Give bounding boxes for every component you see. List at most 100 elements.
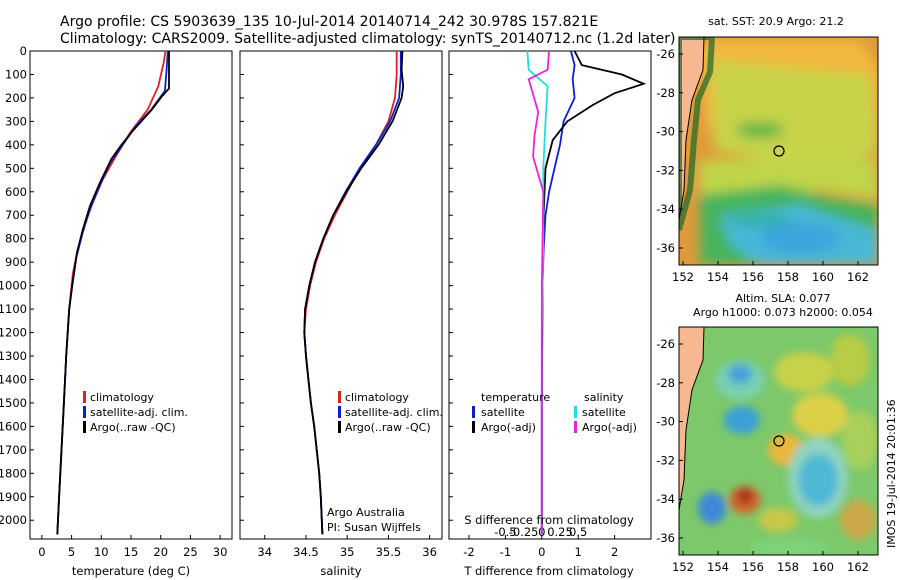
sla-map-title-2: Argo h1000: 0.073 h2000: 0.054 <box>693 306 873 319</box>
legend-swatch-satellite <box>83 406 86 418</box>
depth-tick-label: 800 <box>5 232 27 246</box>
x-tick-label: 34 <box>257 545 272 559</box>
title-line-2: Climatology: CARS2009. Satellite-adjuste… <box>60 31 675 47</box>
legend-swatch-climatology <box>338 391 341 403</box>
legend-swatch-climatology <box>83 391 86 403</box>
difference-lines <box>526 50 647 535</box>
depth-tick-label: 0 <box>20 44 27 58</box>
x-tick-label: 10 <box>94 545 109 559</box>
temperature-lines <box>56 50 170 535</box>
sst-map-image <box>679 37 878 265</box>
series-line-t-satellite <box>540 50 576 535</box>
difference-xlabel-top: S difference from climatology <box>464 513 634 527</box>
legend-label-t-argo: Argo(-adj) <box>481 421 536 434</box>
series-line-argo-raw-qc <box>303 50 405 535</box>
x-tick-label: -1 <box>500 545 511 559</box>
x-tick-label: 2 <box>611 545 618 559</box>
x-tick-label: 5 <box>68 545 75 559</box>
lat-tick-label: -26 <box>656 337 675 351</box>
legend-swatch-t-argo <box>472 421 475 433</box>
legend-label-satellite: satellite-adj. clim. <box>90 406 188 419</box>
sla-map-image <box>679 327 878 555</box>
temperature-legend: climatology satellite-adj. clim. Argo(..… <box>83 391 188 434</box>
lat-tick-label: -32 <box>656 453 675 467</box>
sst-map-frame <box>678 36 879 266</box>
lat-tick-label: -36 <box>656 241 675 255</box>
s-tick-label: -0.5 <box>494 525 516 539</box>
depth-tick-label: 1900 <box>0 490 27 504</box>
difference-legend: temperature salinity satellite Argo(-adj… <box>472 391 637 434</box>
legend-swatch-s-argo <box>574 421 577 433</box>
depth-tick-label: 100 <box>5 67 27 81</box>
lon-tick-label: 152 <box>672 560 694 574</box>
title-line-1: Argo profile: CS 5903639_135 10-Jul-2014… <box>60 14 598 30</box>
sst-map-ticks: -26 -28 -30 -32 -34 -36 152 154 156 158 160 162 <box>656 47 869 284</box>
legend-label-t-satellite: satellite <box>481 406 525 419</box>
depth-tick-label: 1200 <box>0 326 27 340</box>
lat-tick-label: -36 <box>656 531 675 545</box>
legend-label-argo: Argo(..raw -QC) <box>90 421 176 434</box>
x-tick-label: 25 <box>183 545 198 559</box>
annotation-pi: PI: Susan Wijffels <box>327 521 421 534</box>
depth-tick-label: 1000 <box>0 279 27 293</box>
series-line-climatology <box>56 50 167 535</box>
legend-swatch-argo <box>338 421 341 433</box>
depth-tick-label: 1500 <box>0 396 27 410</box>
x-tick-label: 1 <box>575 545 582 559</box>
x-tick-label: 34.5 <box>293 545 319 559</box>
legend-swatch-satellite <box>338 406 341 418</box>
series-line-argo-raw-qc <box>56 51 170 535</box>
salinity-lines <box>303 50 405 535</box>
lon-tick-label: 162 <box>847 270 869 284</box>
legend-label-climatology: climatology <box>345 391 409 404</box>
salinity-panel-frame <box>239 50 443 540</box>
depth-tick-label: 300 <box>5 114 27 128</box>
difference-panel-frame <box>448 50 652 540</box>
series-line-t-argo-adj <box>540 50 647 535</box>
depth-tick-label: 1400 <box>0 372 27 386</box>
annotation-argo-australia: Argo Australia <box>327 506 405 519</box>
lon-tick-label: 152 <box>672 270 694 284</box>
temperature-xlabel: temperature (deg C) <box>72 564 190 578</box>
sla-map-frame <box>678 326 879 556</box>
lon-tick-label: 160 <box>812 560 834 574</box>
x-tick-label: 15 <box>124 545 139 559</box>
lon-tick-label: 158 <box>777 270 799 284</box>
lat-tick-label: -34 <box>656 202 675 216</box>
legend-label-s-satellite: satellite <box>582 406 626 419</box>
difference-xlabel: T difference from climatology <box>463 564 634 578</box>
depth-tick-label: 600 <box>5 185 27 199</box>
x-tick-label: 35 <box>340 545 355 559</box>
lat-tick-label: -28 <box>656 86 675 100</box>
lat-tick-label: -30 <box>656 125 675 139</box>
salinity-axis-ticks: 34 34.5 35 35.5 36 <box>257 535 437 559</box>
imos-timestamp: IMOS 19-Jul-2014 20:01:36 <box>885 399 898 548</box>
float-position-marker <box>773 435 785 447</box>
salinity-legend: climatology satellite-adj. clim. Argo(..… <box>338 391 443 434</box>
sla-map-ticks: -26 -28 -30 -32 -34 -36 152 154 156 158 160 162 <box>656 337 869 574</box>
lat-tick-label: -30 <box>656 415 675 429</box>
lon-tick-label: 162 <box>847 560 869 574</box>
lat-tick-label: -32 <box>656 163 675 177</box>
s-tick-label: 0.5 <box>569 525 587 539</box>
lon-tick-label: 158 <box>777 560 799 574</box>
x-tick-label: 20 <box>153 545 168 559</box>
lon-tick-label: 156 <box>742 560 764 574</box>
lat-tick-label: -34 <box>656 492 675 506</box>
float-position-marker <box>773 145 785 157</box>
depth-tick-label: 1800 <box>0 466 27 480</box>
land-mass <box>679 37 704 220</box>
land-mass <box>679 327 704 510</box>
legend-label-argo: Argo(..raw -QC) <box>345 421 431 434</box>
lon-tick-label: 156 <box>742 270 764 284</box>
s-tick-label: -0.25 <box>509 525 539 539</box>
sst-map-title: sat. SST: 20.9 Argo: 21.2 <box>708 15 844 28</box>
difference-axis-ticks: -2 -1 0 1 2-0.5-0.25 0 0.250.5 <box>463 525 618 559</box>
lon-tick-label: 154 <box>707 270 729 284</box>
legend-swatch-t-satellite <box>472 406 475 418</box>
depth-tick-label: 1600 <box>0 419 27 433</box>
depth-tick-label: 500 <box>5 161 27 175</box>
sla-map-title-1: Altim. SLA: 0.077 <box>735 292 830 305</box>
temperature-axis-ticks: 0 5 10 15 20 25 30 <box>38 535 227 559</box>
